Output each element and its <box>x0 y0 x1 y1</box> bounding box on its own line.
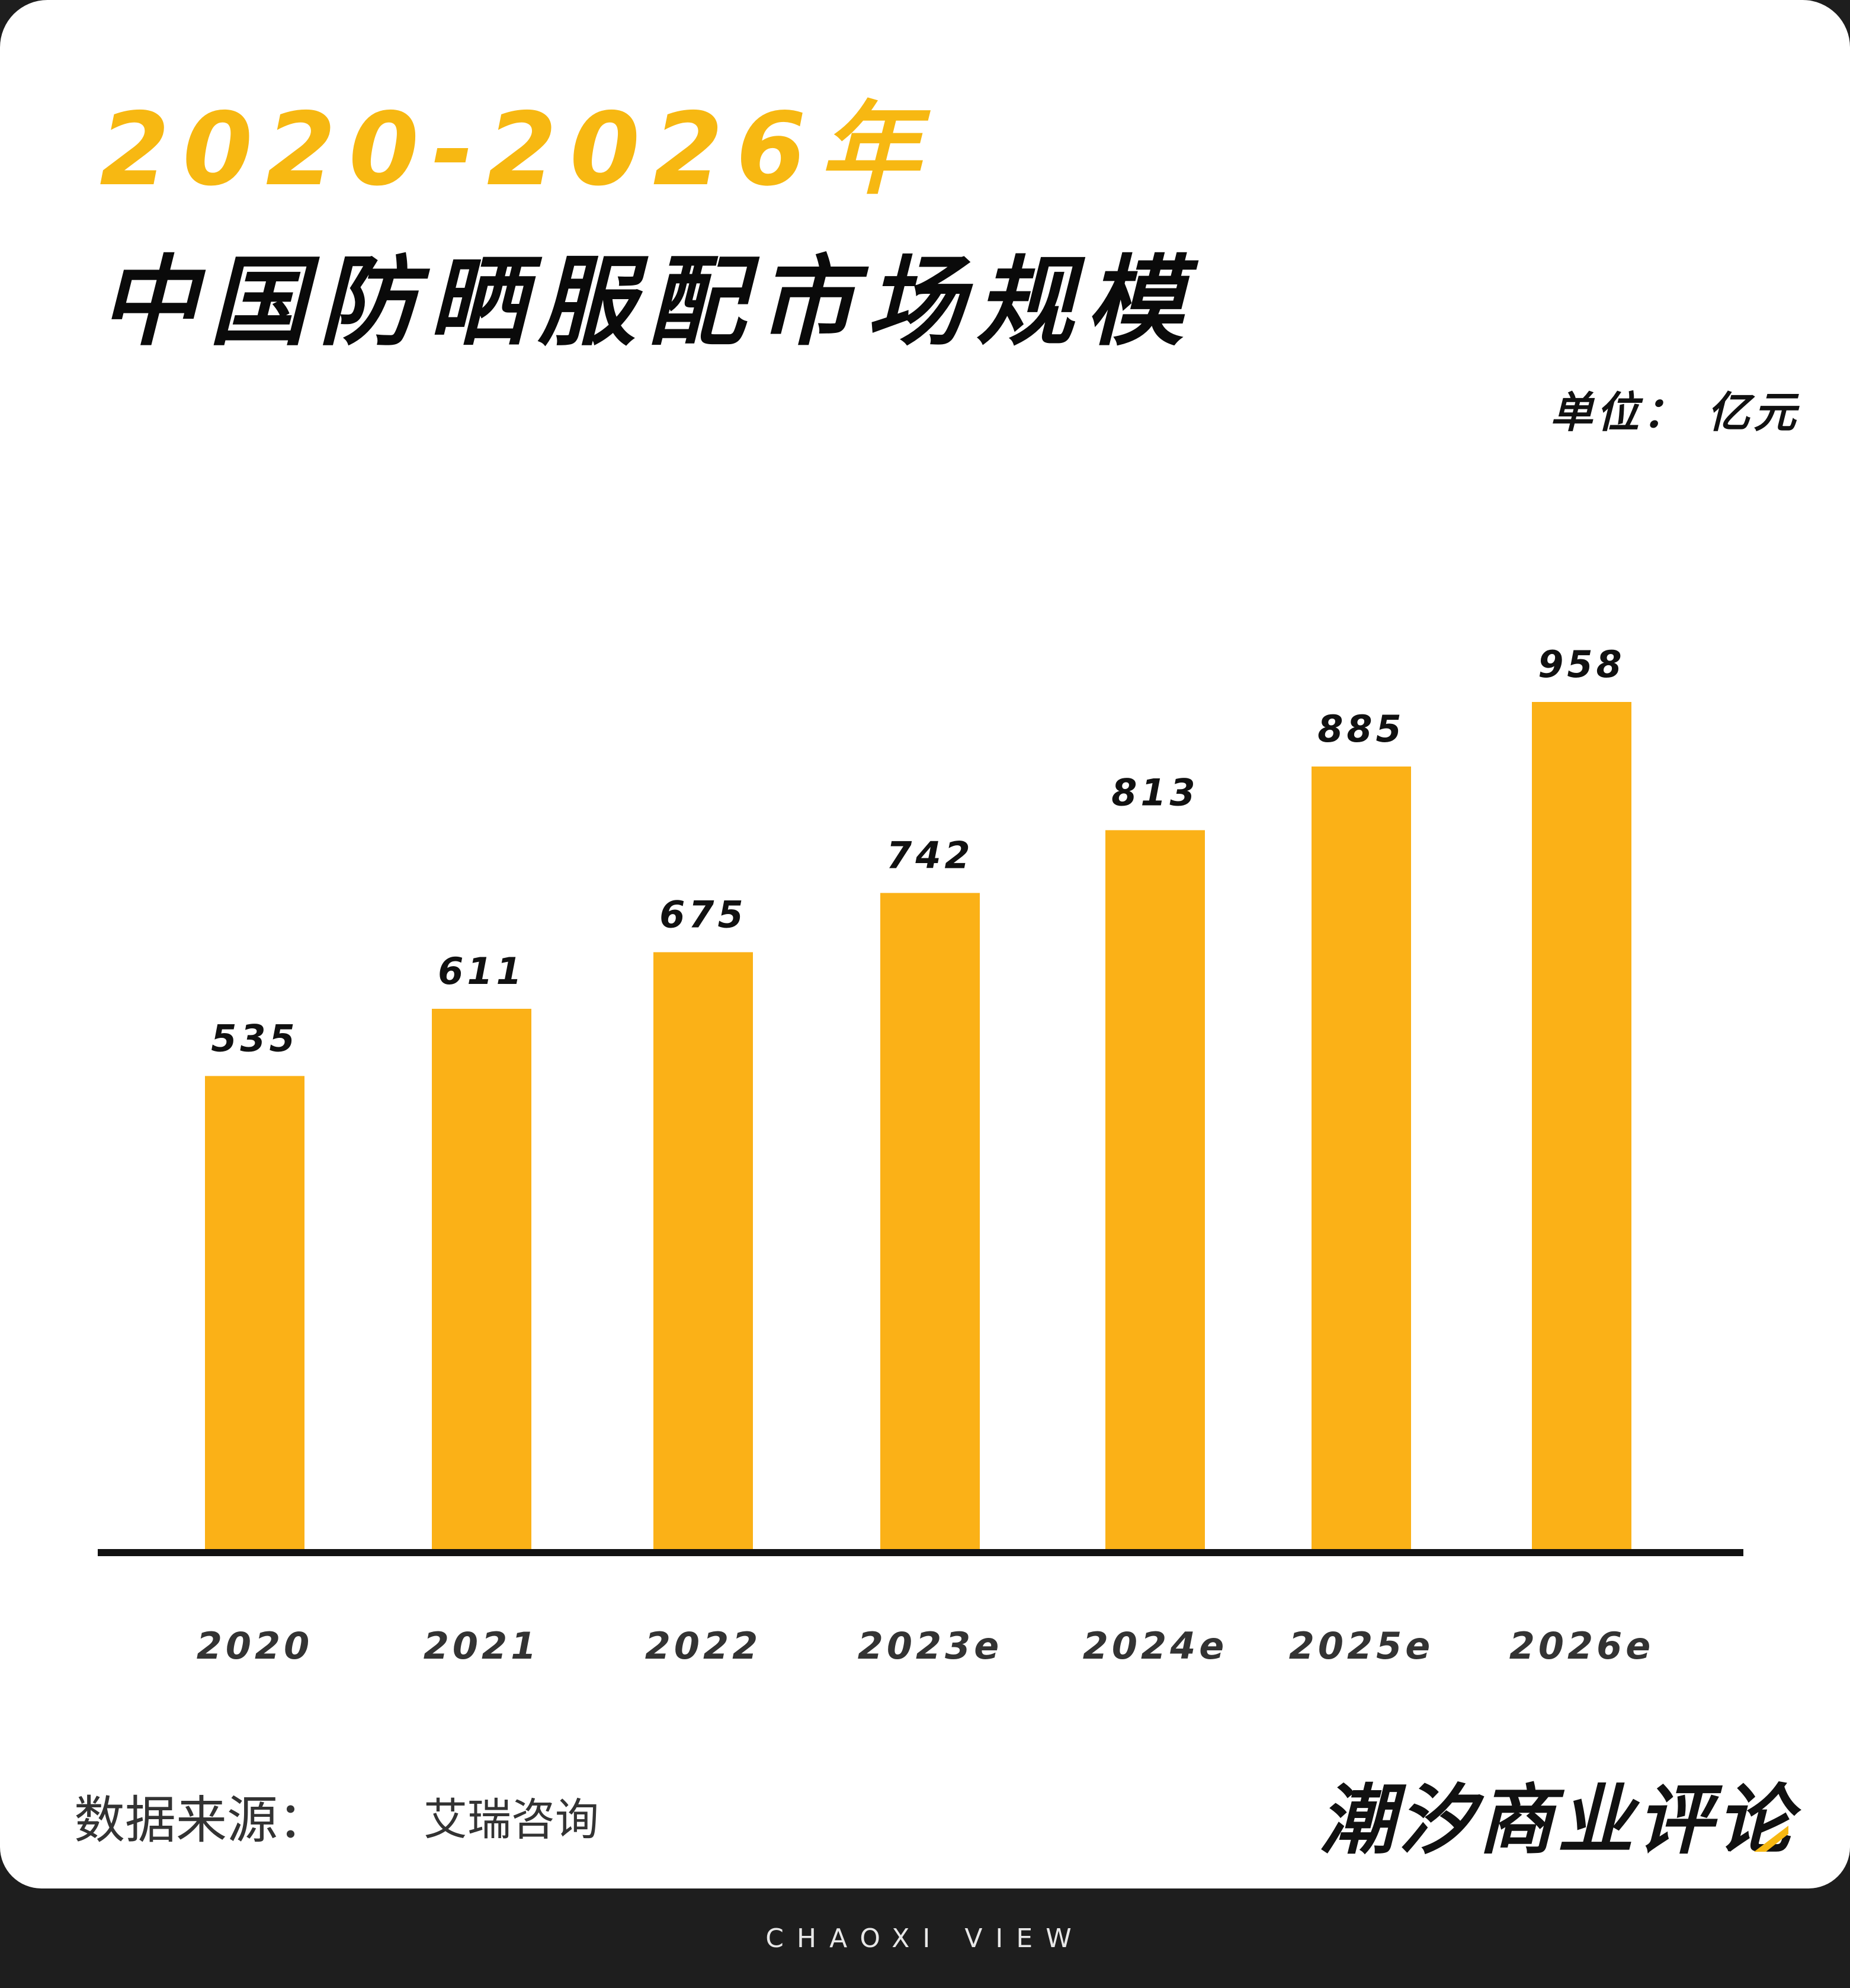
value-label-2022: 675 <box>659 893 746 936</box>
chart-title: 中国防晒服配市场规模 <box>100 245 1195 359</box>
value-label-2025e: 885 <box>1317 707 1405 751</box>
brand-accent-icon <box>1754 1826 1788 1852</box>
title-year: 2020-2026年 <box>100 91 933 209</box>
bar-2023e <box>880 893 980 1549</box>
footer-bar: CHAOXI VIEW <box>0 1888 1850 1988</box>
value-label-2026e: 958 <box>1538 643 1625 686</box>
bar-2021 <box>432 1008 531 1549</box>
x-tick-label-2025e: 2025e <box>1289 1624 1434 1668</box>
x-tick-label-2020: 2020 <box>197 1624 313 1668</box>
source-label: 数据来源： <box>74 1791 329 1850</box>
bar-2026e <box>1532 702 1631 1549</box>
value-label-2024e: 813 <box>1111 771 1198 814</box>
bar-2025e <box>1312 766 1411 1549</box>
value-label-2021: 611 <box>438 950 525 993</box>
value-label-2020: 535 <box>211 1017 298 1060</box>
x-tick-label-2024e: 2024e <box>1083 1624 1228 1668</box>
x-tick-label-2023e: 2023e <box>858 1624 1003 1668</box>
source-value: 艾瑞咨询 <box>424 1794 599 1845</box>
chart-card: 2020-2026年 中国防晒服配市场规模 单位： 亿元 535 2020 611 2… <box>0 0 1850 1888</box>
x-tick-label-2021: 2021 <box>424 1624 540 1668</box>
x-tick-label-2026e: 2026e <box>1509 1624 1655 1668</box>
brand-logo-text: 潮汐商业评论 <box>1319 1777 1796 1865</box>
bar-chart: 535 2020 611 2021 675 2022 742 2023e 813 2024e 885… <box>98 643 1743 1668</box>
value-label-2023e: 742 <box>886 833 973 877</box>
x-tick-label-2022: 2022 <box>645 1624 762 1668</box>
footer-tagline: CHAOXI VIEW <box>765 1923 1085 1954</box>
bar-2020 <box>205 1076 304 1549</box>
bar-2022 <box>653 952 753 1549</box>
bar-2024e <box>1105 830 1205 1549</box>
unit-label: 单位： 亿元 <box>1550 387 1800 437</box>
